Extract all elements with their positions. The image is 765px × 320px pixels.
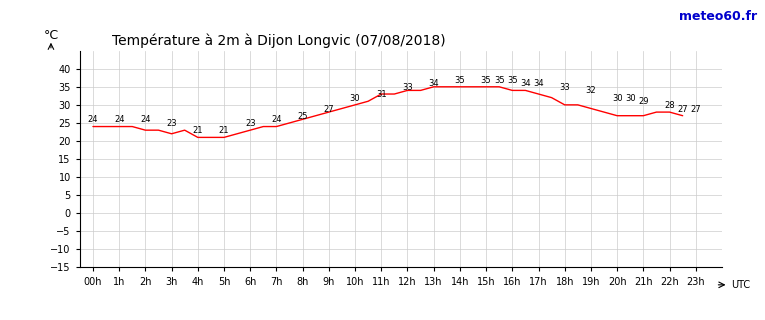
- Text: 28: 28: [664, 101, 675, 110]
- Text: 23: 23: [245, 119, 256, 128]
- Text: 25: 25: [298, 112, 308, 121]
- Text: °C: °C: [44, 29, 58, 42]
- Text: 30: 30: [612, 94, 623, 103]
- Text: 33: 33: [402, 83, 413, 92]
- Text: 32: 32: [586, 86, 596, 95]
- Text: 34: 34: [533, 79, 544, 88]
- Text: meteo60.fr: meteo60.fr: [679, 10, 757, 23]
- Text: 30: 30: [350, 94, 360, 103]
- Text: Température à 2m à Dijon Longvic (07/08/2018): Température à 2m à Dijon Longvic (07/08/…: [112, 34, 445, 48]
- Text: 35: 35: [507, 76, 518, 84]
- Text: 27: 27: [691, 105, 701, 114]
- Text: 24: 24: [140, 116, 151, 124]
- Text: 27: 27: [677, 105, 688, 114]
- Text: 24: 24: [114, 116, 125, 124]
- Text: 31: 31: [376, 90, 386, 99]
- Text: 24: 24: [271, 116, 282, 124]
- Text: 21: 21: [219, 126, 230, 135]
- Text: 30: 30: [625, 94, 636, 103]
- Text: 35: 35: [494, 76, 504, 84]
- Text: 23: 23: [166, 119, 177, 128]
- Text: UTC: UTC: [731, 280, 750, 290]
- Text: 34: 34: [428, 79, 439, 88]
- Text: 27: 27: [324, 105, 334, 114]
- Text: 24: 24: [88, 116, 98, 124]
- Text: 33: 33: [559, 83, 570, 92]
- Text: 29: 29: [638, 97, 649, 106]
- Text: 21: 21: [193, 126, 203, 135]
- Text: 35: 35: [454, 76, 465, 84]
- Text: 34: 34: [520, 79, 531, 88]
- Text: 35: 35: [480, 76, 491, 84]
